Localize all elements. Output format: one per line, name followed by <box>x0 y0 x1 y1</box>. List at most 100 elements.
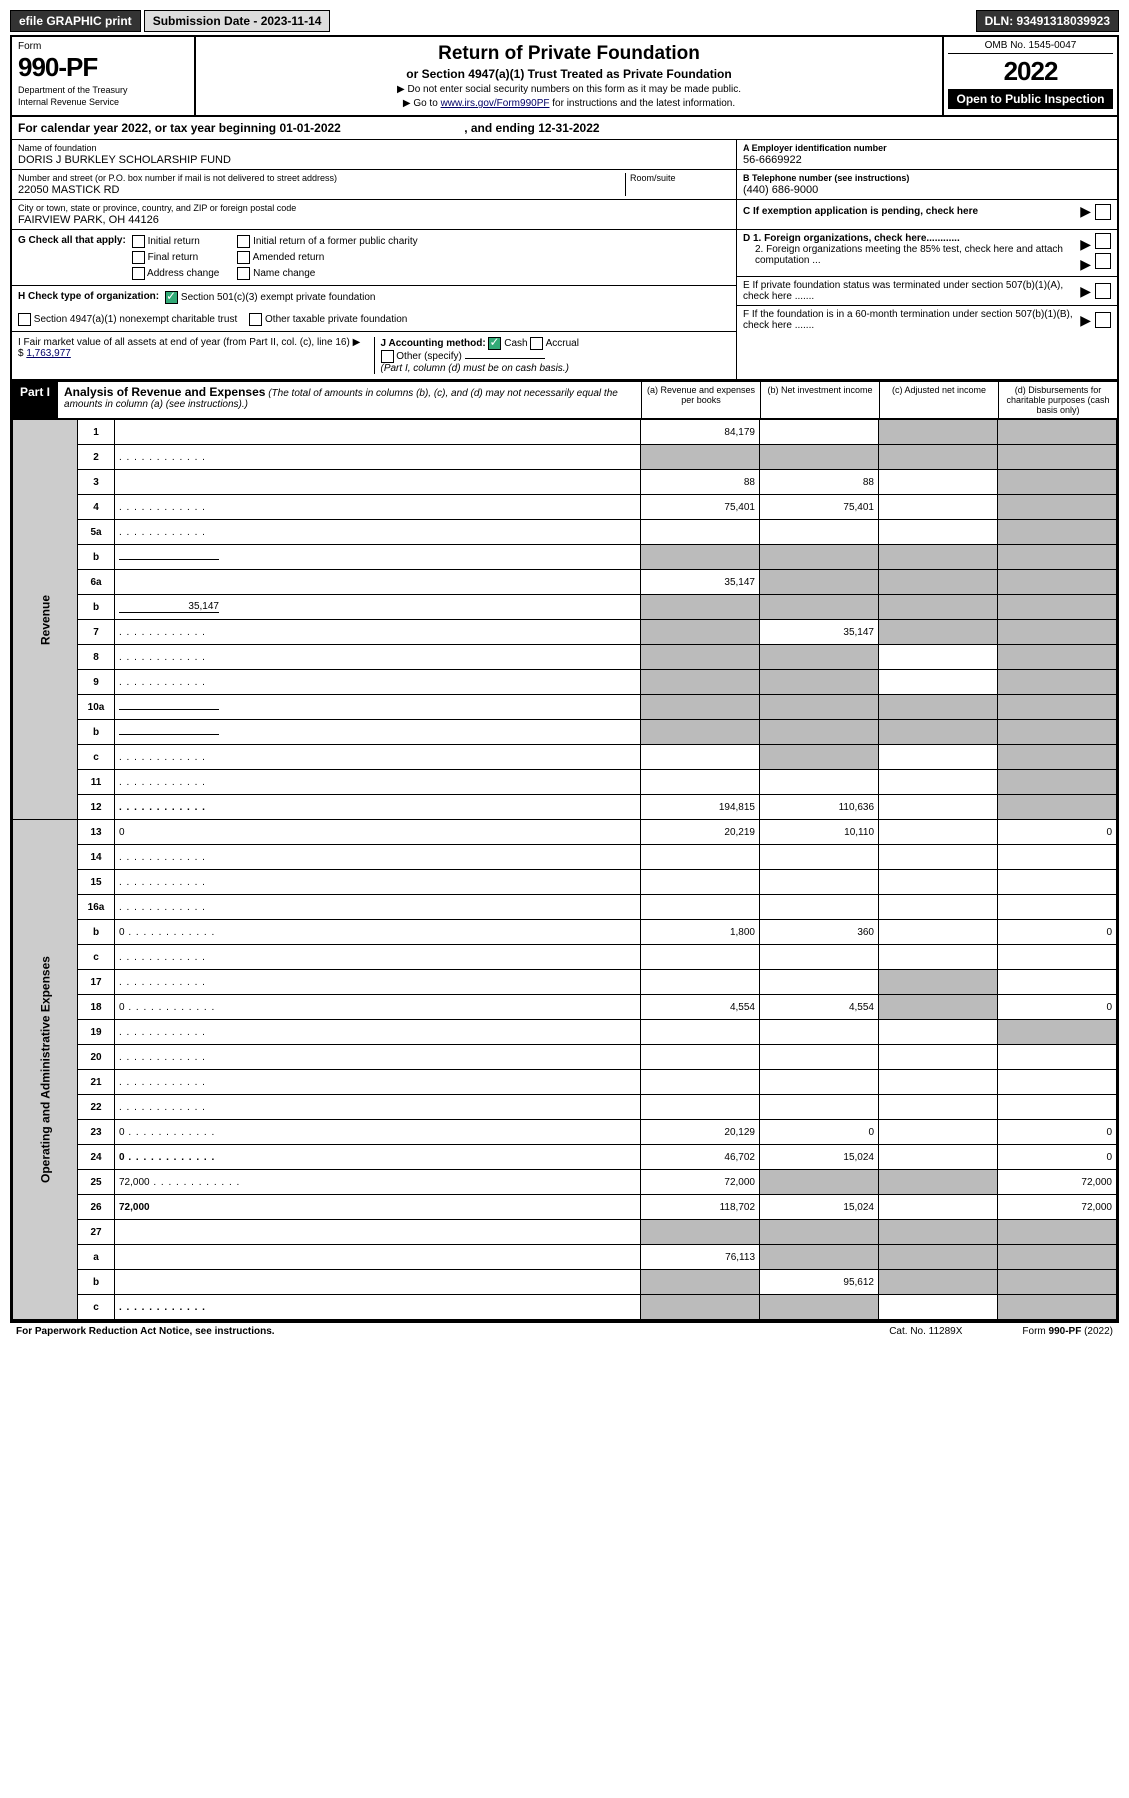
amount-cell <box>998 545 1117 570</box>
amount-cell <box>760 745 879 770</box>
address-cell: Number and street (or P.O. box number if… <box>12 170 736 200</box>
initial-return-checkbox[interactable] <box>132 235 145 248</box>
amount-cell <box>641 870 760 895</box>
other-method-checkbox[interactable] <box>381 350 394 363</box>
amount-cell <box>879 1170 998 1195</box>
amount-cell <box>641 695 760 720</box>
amount-cell <box>998 745 1117 770</box>
amount-cell <box>879 945 998 970</box>
row-number: 9 <box>78 670 115 695</box>
form-title: Return of Private Foundation <box>206 43 932 65</box>
amount-cell: 95,612 <box>760 1270 879 1295</box>
amount-cell <box>760 970 879 995</box>
open-to-public: Open to Public Inspection <box>948 89 1113 109</box>
other-taxable-checkbox[interactable] <box>249 313 262 326</box>
h-check-row: H Check type of organization: Section 50… <box>12 286 736 332</box>
amount-cell <box>641 1220 760 1245</box>
amount-cell <box>879 970 998 995</box>
dept-treasury: Department of the Treasury <box>18 85 188 95</box>
amount-cell <box>879 870 998 895</box>
row-number: 14 <box>78 845 115 870</box>
amount-cell <box>760 845 879 870</box>
amount-cell: 0 <box>998 995 1117 1020</box>
amount-cell <box>998 445 1117 470</box>
row-number: c <box>78 945 115 970</box>
amended-checkbox[interactable] <box>237 251 250 264</box>
row-description: 35,147 <box>115 595 641 620</box>
amount-cell <box>998 770 1117 795</box>
amount-cell <box>641 970 760 995</box>
cash-checkbox[interactable] <box>488 337 501 350</box>
d1-checkbox[interactable] <box>1095 233 1111 249</box>
efile-button[interactable]: efile GRAPHIC print <box>10 10 141 32</box>
amount-cell <box>760 1295 879 1320</box>
d2-checkbox[interactable] <box>1095 253 1111 269</box>
amount-cell <box>641 445 760 470</box>
amount-cell: 0 <box>998 1145 1117 1170</box>
amount-cell <box>760 1020 879 1045</box>
i-j-row: I Fair market value of all assets at end… <box>12 332 736 379</box>
row-description <box>115 845 641 870</box>
amount-cell <box>879 1245 998 1270</box>
calendar-year-row: For calendar year 2022, or tax year begi… <box>12 117 1117 140</box>
amount-cell <box>998 620 1117 645</box>
g-check-row: G Check all that apply: Initial return I… <box>12 230 736 286</box>
amount-cell: 20,129 <box>641 1120 760 1145</box>
row-number: b <box>78 595 115 620</box>
row-description <box>115 970 641 995</box>
row-description <box>115 1295 641 1320</box>
501c3-checkbox[interactable] <box>165 291 178 304</box>
header-left: Form 990-PF Department of the Treasury I… <box>12 37 196 115</box>
row-description <box>115 1095 641 1120</box>
amount-cell <box>879 770 998 795</box>
amount-cell <box>998 1245 1117 1270</box>
f-checkbox[interactable] <box>1095 312 1111 328</box>
amount-cell <box>879 1095 998 1120</box>
amount-cell <box>879 520 998 545</box>
amount-cell <box>998 420 1117 445</box>
amount-cell <box>879 470 998 495</box>
amount-cell <box>879 695 998 720</box>
amount-cell <box>879 1195 998 1220</box>
amount-cell <box>760 570 879 595</box>
amount-cell <box>998 970 1117 995</box>
row-number: 7 <box>78 620 115 645</box>
amount-cell <box>879 745 998 770</box>
amount-cell <box>879 1070 998 1095</box>
amount-cell: 88 <box>760 470 879 495</box>
row-number: b <box>78 545 115 570</box>
e-checkbox[interactable] <box>1095 283 1111 299</box>
amount-cell <box>879 620 998 645</box>
amount-cell <box>879 895 998 920</box>
amount-cell <box>998 895 1117 920</box>
irs-link[interactable]: www.irs.gov/Form990PF <box>441 98 550 109</box>
submission-date: Submission Date - 2023-11-14 <box>144 10 331 32</box>
instr-2: ▶ Go to www.irs.gov/Form990PF for instru… <box>206 98 932 109</box>
amount-cell <box>998 645 1117 670</box>
amount-cell <box>879 1120 998 1145</box>
pointer-icon: ▶ <box>1080 236 1091 252</box>
row-number: 19 <box>78 1020 115 1045</box>
row-description: 0 <box>115 1120 641 1145</box>
header-center: Return of Private Foundation or Section … <box>196 37 942 115</box>
final-return-checkbox[interactable] <box>132 251 145 264</box>
row-number: c <box>78 1295 115 1320</box>
part1-table: Revenue184,179238888475,40175,4015ab 6a3… <box>12 419 1117 1320</box>
initial-public-checkbox[interactable] <box>237 235 250 248</box>
row-description: 72,000 <box>115 1170 641 1195</box>
amount-cell <box>879 670 998 695</box>
name-change-checkbox[interactable] <box>237 267 250 280</box>
row-number: 3 <box>78 470 115 495</box>
amount-cell <box>641 895 760 920</box>
address-change-checkbox[interactable] <box>132 267 145 280</box>
4947-checkbox[interactable] <box>18 313 31 326</box>
form-header: Form 990-PF Department of the Treasury I… <box>12 37 1117 117</box>
amount-cell: 20,219 <box>641 820 760 845</box>
c-checkbox[interactable] <box>1095 204 1111 220</box>
row-number: 15 <box>78 870 115 895</box>
row-description <box>115 570 641 595</box>
amount-cell: 75,401 <box>760 495 879 520</box>
amount-cell <box>998 1045 1117 1070</box>
row-number: 13 <box>78 820 115 845</box>
accrual-checkbox[interactable] <box>530 337 543 350</box>
